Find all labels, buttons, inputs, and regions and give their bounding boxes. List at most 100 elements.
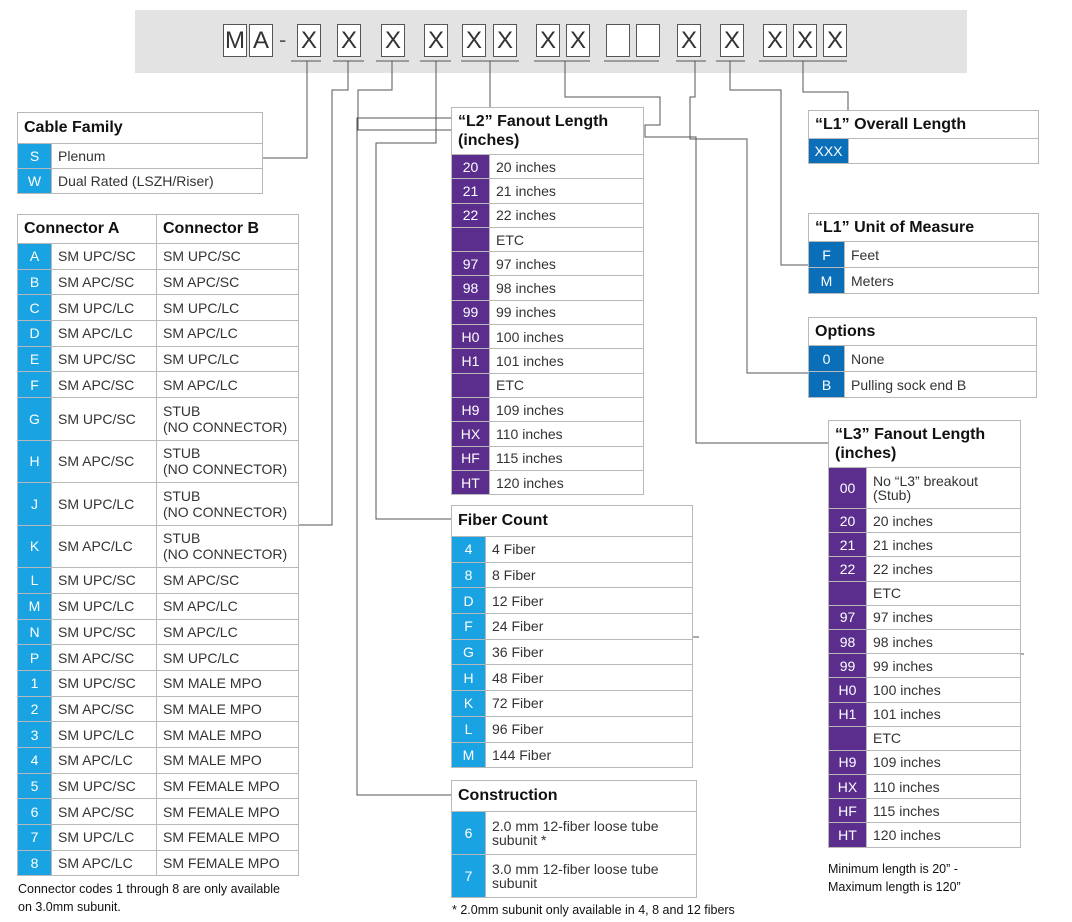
l3-row: 20 20 inches — [828, 507, 1021, 534]
l2-code: 22 — [451, 202, 490, 228]
l3-label: 100 inches — [866, 677, 1021, 703]
l2-label: 22 inches — [489, 202, 644, 228]
l3-code: 97 — [828, 604, 867, 630]
fiber-count-row: H 48 Fiber — [451, 664, 693, 692]
connector-row: 4 SM APC/LC SM MALE MPO — [17, 746, 299, 774]
construction-label-line-1: 3.0 mm 12-fiber loose tube — [492, 861, 659, 877]
l3-row: HX 110 inches — [828, 774, 1021, 800]
fiber-count-code: K — [451, 690, 486, 717]
connector-a-value: SM UPC/LC — [51, 482, 157, 526]
connector-code: D — [17, 320, 52, 347]
part-number-cell: X — [793, 24, 817, 57]
part-number-cell: X — [720, 24, 744, 57]
connector-b-value: SM MALE MPO — [156, 669, 299, 697]
l2-row: 97 97 inches — [451, 251, 644, 277]
l3-row: 00 No “L3” breakout (Stub) — [828, 467, 1021, 509]
l2-code: 20 — [451, 153, 490, 180]
cable-family-label: Dual Rated (LSZH/Riser) — [51, 168, 263, 194]
part-number-cell: X — [823, 24, 847, 57]
l2-row: H9 109 inches — [451, 396, 644, 423]
l2-label: 109 inches — [489, 396, 644, 423]
connector-code: E — [17, 345, 52, 373]
l2-label: 97 inches — [489, 251, 644, 277]
line-l1-length — [802, 61, 849, 110]
construction-table: Construction 6 2.0 mm 12-fiber loose tub… — [451, 780, 697, 898]
connector-b-line-2: (NO CONNECTOR) — [163, 418, 288, 435]
l3-label: 109 inches — [866, 749, 1021, 776]
part-number-cell: M — [223, 24, 247, 57]
connector-a-value: SM APC/SC — [51, 644, 157, 671]
l2-label: 21 inches — [489, 178, 644, 204]
connector-row: 3 SM UPC/LC SM MALE MPO — [17, 721, 299, 748]
connector-table: Connector A Connector B A SM UPC/SC SM UPC… — [17, 214, 299, 877]
l3-code: 21 — [828, 532, 867, 558]
connector-code: 3 — [17, 721, 52, 748]
connector-code: B — [17, 268, 52, 296]
part-number-cell: X — [536, 24, 560, 57]
fiber-count-code: 4 — [451, 536, 486, 563]
connector-row: P SM APC/SC SM UPC/LC — [17, 644, 299, 671]
connector-a-value: SM APC/LC — [51, 524, 157, 569]
part-number-cell: X — [337, 24, 361, 57]
l3-label: 21 inches — [866, 532, 1021, 558]
connector-code: C — [17, 294, 52, 322]
l3-code: H9 — [828, 749, 867, 776]
l2-label: 110 inches — [489, 421, 644, 447]
l3-label: 99 inches — [866, 653, 1021, 679]
l3-title-line-2: (inches) — [835, 445, 897, 462]
part-number-cell: X — [424, 24, 448, 57]
l2-label: 98 inches — [489, 275, 644, 301]
connector-a-value: SM UPC/LC — [51, 592, 157, 620]
connector-b-value: STUB (NO CONNECTOR) — [156, 524, 299, 569]
connector-a-value: SM UPC/SC — [51, 567, 157, 594]
l3-row: 98 98 inches — [828, 628, 1021, 655]
connector-row: C SM UPC/LC SM UPC/LC — [17, 294, 299, 322]
l2-label: 100 inches — [489, 324, 644, 350]
l3-row: ETC — [828, 725, 1021, 751]
fiber-count-code: H — [451, 664, 486, 692]
options-code: 0 — [808, 345, 845, 372]
l2-title-line-1: “L2” Fanout Length — [458, 113, 609, 130]
construction-label: 2.0 mm 12-fiber loose tube subunit * — [485, 811, 697, 855]
connector-row: 5 SM UPC/SC SM FEMALE MPO — [17, 772, 299, 800]
fiber-count-row: K 72 Fiber — [451, 690, 693, 717]
l3-row: 21 21 inches — [828, 532, 1021, 558]
connector-b-line-1: STUB — [163, 487, 201, 504]
l2-row: 20 20 inches — [451, 153, 644, 180]
connector-row: J SM UPC/LC STUB (NO CONNECTOR) — [17, 482, 299, 526]
connector-row: 8 SM APC/LC SM FEMALE MPO — [17, 849, 299, 877]
cable-family-code: W — [17, 168, 52, 194]
connector-code: H — [17, 439, 52, 484]
l3-code — [828, 580, 867, 606]
connector-b-value: STUB (NO CONNECTOR) — [156, 482, 299, 526]
fiber-count-row: G 36 Fiber — [451, 638, 693, 666]
connector-code: 6 — [17, 798, 52, 825]
l2-label: 101 inches — [489, 348, 644, 374]
l3-code: HF — [828, 798, 867, 824]
l3-label: 101 inches — [866, 701, 1021, 727]
connector-a-value: SM UPC/SC — [51, 397, 157, 441]
l2-title-line-2: (inches) — [458, 132, 520, 149]
l1-unit-code: F — [808, 241, 845, 268]
connector-row: F SM APC/SC SM APC/LC — [17, 371, 299, 399]
l2-row: HT 120 inches — [451, 469, 644, 496]
part-number-cell: X — [763, 24, 787, 57]
connector-code: M — [17, 592, 52, 620]
connector-a-value: SM UPC/SC — [51, 243, 157, 270]
l3-row: 99 99 inches — [828, 653, 1021, 679]
fiber-count-code: 8 — [451, 561, 486, 589]
connector-code: 4 — [17, 746, 52, 774]
construction-note: * 2.0mm subunit only available in 4, 8 a… — [452, 903, 735, 917]
connector-row: E SM UPC/SC SM UPC/LC — [17, 345, 299, 373]
l3-label: 120 inches — [866, 822, 1021, 848]
l3-label: 20 inches — [866, 507, 1021, 534]
connector-b-value: SM APC/SC — [156, 567, 299, 594]
connector-code: J — [17, 482, 52, 526]
connector-b-line-2: (NO CONNECTOR) — [163, 461, 288, 478]
connector-a-value: SM UPC/SC — [51, 669, 157, 697]
options-code: B — [808, 371, 845, 398]
connector-code: L — [17, 567, 52, 594]
fiber-count-label: 4 Fiber — [485, 536, 693, 563]
connector-row: K SM APC/LC STUB (NO CONNECTOR) — [17, 524, 299, 569]
